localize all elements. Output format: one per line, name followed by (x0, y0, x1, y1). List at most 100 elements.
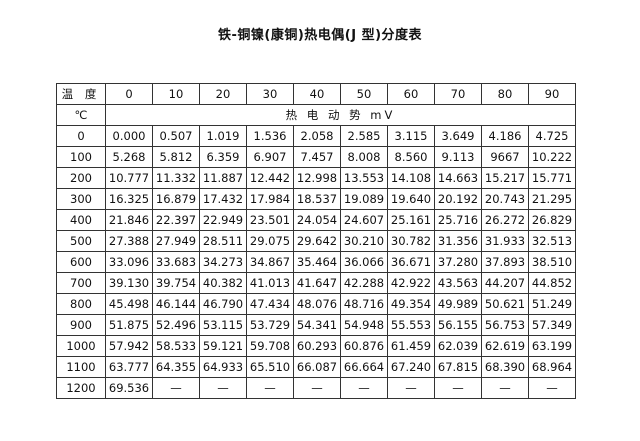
emf-value: — (434, 377, 482, 399)
emf-value: 4.725 (528, 125, 576, 147)
emf-value: 49.989 (434, 293, 482, 315)
emf-value: 2.058 (293, 125, 341, 147)
emf-value: 13.553 (340, 167, 388, 189)
emf-value: 68.390 (481, 356, 529, 378)
emf-value: 15.217 (481, 167, 529, 189)
emf-value: 55.553 (387, 314, 435, 336)
emf-value: 42.922 (387, 272, 435, 294)
emf-value: 66.087 (293, 356, 341, 378)
emf-value: 12.998 (293, 167, 341, 189)
emf-value: 65.510 (246, 356, 294, 378)
column-header: 50 (340, 83, 388, 105)
emf-value: — (481, 377, 529, 399)
emf-value: 37.280 (434, 251, 482, 273)
emf-value: 24.054 (293, 209, 341, 231)
column-header: 30 (246, 83, 294, 105)
emf-value: 32.513 (528, 230, 576, 252)
emf-value: 8.560 (387, 146, 435, 168)
emf-value: 27.388 (105, 230, 153, 252)
emf-value: 39.130 (105, 272, 153, 294)
emf-value: 63.777 (105, 356, 153, 378)
emf-value: 3.115 (387, 125, 435, 147)
emf-value: 48.716 (340, 293, 388, 315)
emf-value: 10.222 (528, 146, 576, 168)
emf-value: 37.893 (481, 251, 529, 273)
emf-value: 29.075 (246, 230, 294, 252)
row-temperature: 600 (56, 251, 106, 273)
column-header: 90 (528, 83, 576, 105)
emf-value: 31.933 (481, 230, 529, 252)
emf-value: 51.249 (528, 293, 576, 315)
emf-value: — (152, 377, 200, 399)
emf-value: 42.288 (340, 272, 388, 294)
row-temperature: 1000 (56, 335, 106, 357)
emf-value: 53.115 (199, 314, 247, 336)
emf-value: 10.777 (105, 167, 153, 189)
emf-value: 40.382 (199, 272, 247, 294)
emf-value: 0.000 (105, 125, 153, 147)
emf-value: 16.879 (152, 188, 200, 210)
emf-value: 4.186 (481, 125, 529, 147)
column-header: 10 (152, 83, 200, 105)
emf-value: 16.325 (105, 188, 153, 210)
table-row: 600 33.096 33.683 34.273 34.867 35.464 36.066 3… (56, 251, 576, 273)
emf-value: 46.144 (152, 293, 200, 315)
row-temperature: 900 (56, 314, 106, 336)
emf-value: 17.432 (199, 188, 247, 210)
emf-value: 23.501 (246, 209, 294, 231)
unit-header: ℃ (56, 104, 106, 126)
emf-value: 26.829 (528, 209, 576, 231)
row-temperature: 1200 (56, 377, 106, 399)
emf-value: — (387, 377, 435, 399)
column-header: 40 (293, 83, 341, 105)
temperature-header: 温 度 (56, 83, 106, 105)
header-row: 温 度 0 10 20 30 40 50 60 70 80 90 (56, 83, 576, 105)
table-row: 200 10.777 11.332 11.887 12.442 12.998 13.553 1… (56, 167, 576, 189)
emf-value: — (293, 377, 341, 399)
emf-value: 6.907 (246, 146, 294, 168)
emf-value: 6.359 (199, 146, 247, 168)
column-header: 80 (481, 83, 529, 105)
emf-value: 49.354 (387, 293, 435, 315)
emf-value: 45.498 (105, 293, 153, 315)
emf-value: 68.964 (528, 356, 576, 378)
table-row: 1200 69.536— — — — — — — — — (56, 377, 576, 399)
row-temperature: 100 (56, 146, 106, 168)
emf-value: 39.754 (152, 272, 200, 294)
emf-value: 22.949 (199, 209, 247, 231)
emf-value: 7.457 (293, 146, 341, 168)
emf-value: 38.510 (528, 251, 576, 273)
emf-value: 64.355 (152, 356, 200, 378)
emf-value: 9.113 (434, 146, 482, 168)
emf-value: 67.240 (387, 356, 435, 378)
emf-value: 11.332 (152, 167, 200, 189)
emf-value: 14.108 (387, 167, 435, 189)
emf-value: 56.753 (481, 314, 529, 336)
emf-value: 58.533 (152, 335, 200, 357)
emf-value: 30.782 (387, 230, 435, 252)
emf-value: 21.295 (528, 188, 576, 210)
emf-value: 24.607 (340, 209, 388, 231)
column-header: 0 (105, 83, 153, 105)
emf-value: 33.096 (105, 251, 153, 273)
emf-value: 52.496 (152, 314, 200, 336)
table-row: 1100 63.777 64.355 64.933 65.510 66.087 66.664… (56, 356, 576, 378)
emf-value: 9667 (481, 146, 529, 168)
emf-value: 41.647 (293, 272, 341, 294)
emf-value: 22.397 (152, 209, 200, 231)
emf-value: 51.875 (105, 314, 153, 336)
row-temperature: 700 (56, 272, 106, 294)
emf-value: — (340, 377, 388, 399)
emf-value: 12.442 (246, 167, 294, 189)
emf-value: 26.272 (481, 209, 529, 231)
emf-value: 27.949 (152, 230, 200, 252)
row-temperature: 200 (56, 167, 106, 189)
table-row: 1000 57.942 58.533 59.121 59.708 60.293 60.876… (56, 335, 576, 357)
emf-value: 48.076 (293, 293, 341, 315)
emf-value: 57.942 (105, 335, 153, 357)
emf-value: 66.664 (340, 356, 388, 378)
emf-value: 14.663 (434, 167, 482, 189)
emf-value: 15.771 (528, 167, 576, 189)
emf-value: 20.743 (481, 188, 529, 210)
column-header: 60 (387, 83, 435, 105)
